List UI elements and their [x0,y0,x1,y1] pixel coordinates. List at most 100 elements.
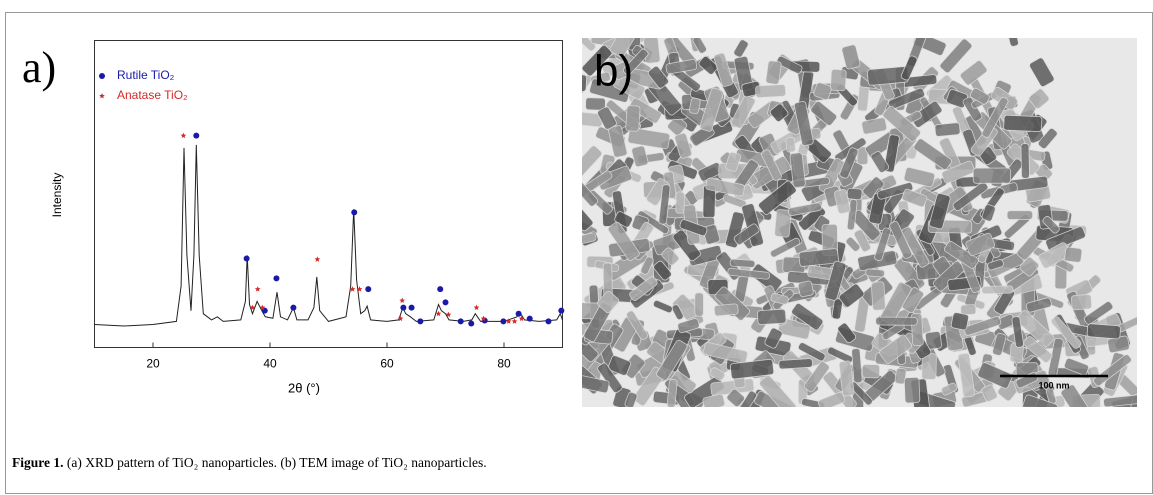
peak-marker [408,304,415,311]
nanorod [882,105,921,142]
peak-marker [400,304,407,311]
nanorod [631,145,649,168]
nanorod [870,151,890,173]
nanorod [838,360,855,397]
nanorod [929,193,951,230]
nanorod [582,145,603,185]
caption-label: Figure 1. [12,455,64,470]
panel-label: a) [22,43,56,92]
nanorod [658,184,671,225]
nanorod [834,189,851,214]
nanorod [589,78,631,103]
nanorod [726,388,745,407]
nanorod [1019,256,1040,277]
legend-label: Rutile TiO₂ [117,68,175,82]
nanorod [759,375,797,407]
nanorod [713,303,739,317]
peak-marker [437,286,444,293]
nanorod [910,100,943,128]
nanorod [679,219,708,237]
nanorod [629,276,658,302]
nanorod [1050,316,1082,349]
peak-marker [243,255,250,262]
nanorod [671,304,684,321]
nanorod [1028,88,1050,109]
nanorod [687,245,723,267]
nanorod [981,384,998,402]
nanorod [939,38,973,74]
nanorod [798,248,839,267]
peak-marker [351,209,358,216]
nanorod [733,223,760,246]
nanorod [803,361,830,393]
peak-marker [518,315,525,322]
nanorod [845,236,861,252]
nanorod [1023,336,1053,363]
peak-marker [468,320,475,327]
nanorod [758,180,797,215]
nanorod [1042,216,1060,234]
peak-marker [273,275,280,282]
nanorod [1064,246,1083,263]
nanorod [729,358,775,380]
panel-label: b) [594,47,633,96]
nanorod [607,355,631,376]
nanorod [992,332,1007,356]
nanorod [903,376,921,404]
peak-marker [511,318,518,324]
nanorod [674,132,693,159]
nanorod [981,96,1009,138]
peak-marker [349,286,356,292]
nanorod [725,211,746,249]
peak-marker [259,304,266,311]
peak-marker [473,304,480,311]
nanorod [969,87,990,105]
nanorod [661,247,680,266]
peak-marker [314,256,321,262]
nanorod [959,60,988,86]
nanorod [729,258,756,268]
nanorod [652,299,673,314]
nanorod [950,312,970,331]
nanorod [853,229,871,253]
nanorod [675,191,685,214]
nanorod [667,115,688,136]
plot-frame [94,40,563,348]
nanorod [787,202,822,217]
peak-marker [558,307,565,314]
nanorod [1083,301,1114,325]
nanorod [900,55,918,81]
nanorod [827,346,854,364]
nanorod [1029,57,1055,88]
peak-marker [365,286,372,293]
nanorod [1022,394,1058,407]
caption: Figure 1. (a) XRD pattern of TiO₂ nanopa… [12,455,487,470]
nanorod [793,101,814,146]
nanorod [776,55,803,74]
y-axis-label: Intensity [50,173,64,218]
nanorod [694,292,704,317]
nanorod [627,127,671,150]
nanorod [703,342,748,364]
nanorod [640,256,654,275]
legend-label: Anatase TiO₂ [117,88,188,102]
nanorod [941,160,976,184]
nanorod [582,181,599,207]
nanorod [1071,294,1093,311]
nanorod [709,367,726,381]
scale-bar-label: 100 nm [1038,380,1069,390]
nanorod [861,117,888,135]
caption-text: (a) XRD pattern of TiO₂ nanoparticles. (… [67,455,487,470]
nanorod [628,97,662,124]
nanorod [582,207,594,232]
nanorod [1003,114,1043,132]
nanorod [677,318,700,334]
nanorod [1093,354,1132,387]
nanorod [841,44,861,70]
nanorod [1015,310,1055,347]
x-tick-label: 80 [497,357,511,371]
nanorod [597,106,617,130]
nanorod [713,52,734,87]
nanorod [789,152,806,188]
nanorod [1037,127,1058,150]
